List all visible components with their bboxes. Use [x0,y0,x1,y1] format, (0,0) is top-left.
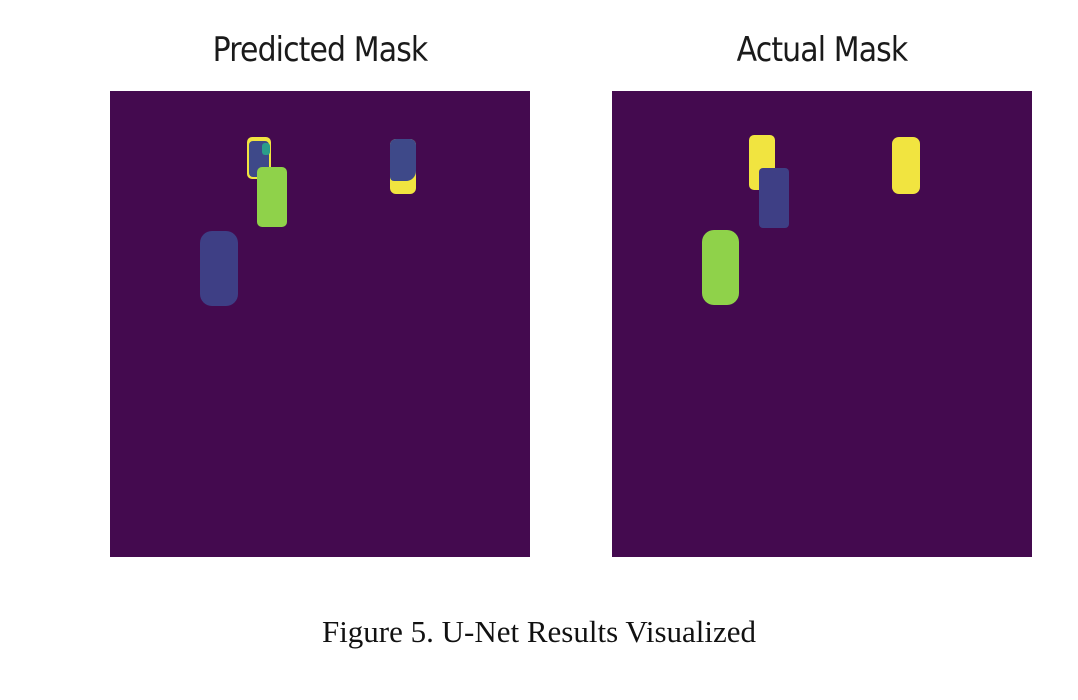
figure-caption: Figure 5. U-Net Results Visualized [321,614,757,649]
predicted-mask-image [110,91,530,557]
actual-object-dark-blue [759,168,789,228]
predicted-mask-title: Predicted Mask [212,30,429,70]
actual-object-green [702,230,739,305]
actual-mask-title: Actual Mask [736,30,909,70]
actual-mask-image [612,91,1032,557]
actual-object-yellow-right [892,137,920,194]
predicted-object-blue-right [390,139,416,181]
predicted-object-dark-blue [200,231,238,306]
predicted-object-green [257,167,287,227]
predicted-object-teal-edge [262,143,270,155]
